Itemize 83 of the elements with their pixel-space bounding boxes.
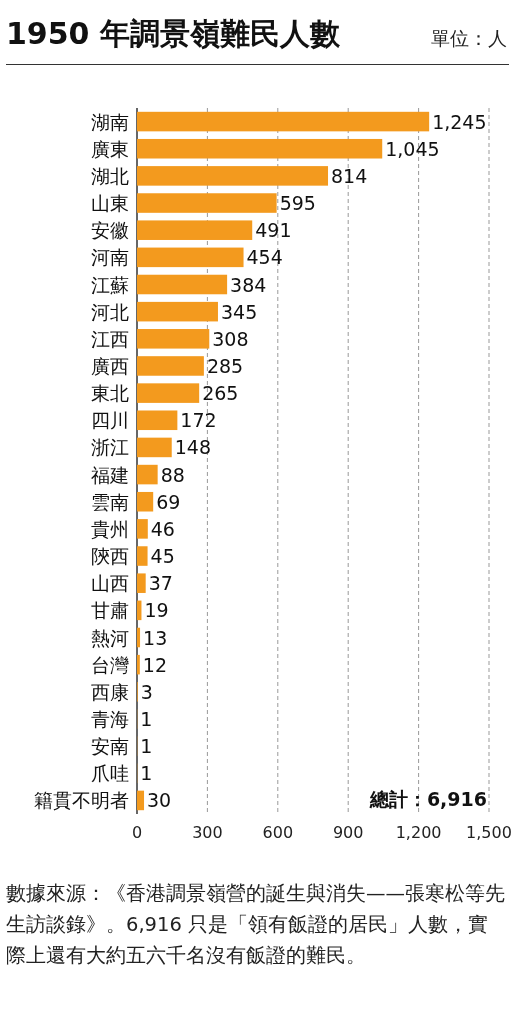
data-label: 1,245: [432, 110, 487, 133]
x-tick-label: 600: [262, 823, 294, 842]
bar: [137, 790, 145, 811]
data-label: 172: [180, 409, 217, 432]
x-tick-label: 0: [131, 823, 143, 842]
bar: [137, 519, 148, 539]
y-tick-label: 山東: [91, 192, 129, 215]
y-tick-label: 西康: [91, 680, 129, 703]
y-tick-label: 廣東: [91, 137, 129, 160]
data-label: 37: [148, 572, 173, 595]
y-tick-label: 安徽: [91, 219, 129, 242]
bar: [137, 627, 141, 648]
bar: [137, 193, 277, 213]
data-label: 345: [220, 300, 258, 323]
text: 數據來源：《香港調景嶺營的誕生與消失——張寒松等先生訪談錄》。6,916 只是「領有飯證的居民」人數，實際上還有大約五六千名沒有飯證的難民。: [6, 881, 506, 969]
bar: [137, 464, 158, 485]
annotation: 總計：6,916: [368, 788, 487, 810]
bar: [137, 166, 329, 186]
data-label: 46: [150, 517, 175, 540]
chart-title: 1950 年調景嶺難民人數: [6, 15, 340, 53]
y-tick-label: 安南: [91, 735, 129, 758]
y-tick-label: 江蘇: [91, 273, 129, 296]
y-tick-label: 湖北: [91, 164, 129, 187]
y-tick-label: 廣西: [91, 354, 129, 377]
data-label: 454: [246, 246, 283, 269]
bar: [137, 274, 228, 295]
bar: [137, 546, 148, 566]
x-tick-label: 1,500: [466, 823, 512, 842]
y-tick-label: 青海: [91, 707, 129, 730]
data-label: 88: [160, 463, 185, 486]
data-label: 19: [144, 599, 169, 622]
bar: [137, 220, 253, 240]
data-label: 308: [212, 327, 249, 350]
y-tick-label: 河南: [91, 246, 129, 269]
data-label: 45: [150, 545, 175, 568]
bar: [137, 329, 210, 349]
chart-subtitle: 單位：人: [431, 26, 507, 51]
y-tick-label: 陝西: [91, 545, 129, 568]
y-tick-label: 貴州: [91, 517, 129, 540]
bar: [137, 138, 383, 159]
y-tick-label: 四川: [91, 409, 129, 432]
data-label: 30: [147, 789, 172, 812]
data-label: 595: [279, 192, 316, 215]
data-label: 1: [140, 762, 153, 785]
x-tick-label: 300: [192, 823, 223, 842]
data-label: 3: [140, 680, 153, 703]
bar: [137, 573, 146, 593]
data-label: 1: [140, 735, 153, 758]
bar: [137, 654, 140, 675]
bar: [137, 383, 200, 403]
y-tick-label: 湖南: [91, 110, 129, 133]
data-label: 69: [156, 490, 181, 513]
x-tick-label: 1,200: [395, 823, 442, 842]
y-tick-label: 江西: [91, 327, 129, 350]
bar: [137, 247, 244, 268]
data-label: 285: [206, 354, 244, 377]
bar: [137, 491, 154, 512]
data-label: 814: [331, 164, 368, 187]
data-label: 13: [143, 626, 168, 649]
y-tick-label: 山西: [91, 572, 129, 595]
bar: [137, 111, 430, 132]
data-label: 12: [142, 653, 167, 676]
y-tick-label: 籍貫不明者: [34, 789, 129, 812]
bar: [137, 301, 218, 322]
bar: [137, 437, 172, 458]
y-tick-label: 雲南: [91, 490, 129, 513]
y-tick-label: 台灣: [91, 653, 129, 676]
data-label: 148: [174, 436, 211, 459]
data-label: 491: [255, 219, 292, 242]
y-tick-label: 熱河: [91, 626, 129, 649]
y-tick-label: 浙江: [91, 436, 129, 459]
bar: [137, 356, 204, 376]
x-tick-label: 900: [332, 823, 364, 842]
data-label: 265: [202, 382, 239, 405]
y-tick-label: 河北: [91, 300, 129, 323]
bar: [137, 410, 178, 431]
data-label: 1: [140, 707, 153, 730]
y-tick-label: 福建: [91, 463, 129, 486]
data-label: 1,045: [385, 137, 440, 160]
y-tick-label: 爪哇: [91, 762, 129, 785]
y-tick-label: 甘肅: [91, 599, 129, 622]
data-label: 384: [230, 273, 267, 296]
y-tick-label: 東北: [91, 382, 129, 405]
